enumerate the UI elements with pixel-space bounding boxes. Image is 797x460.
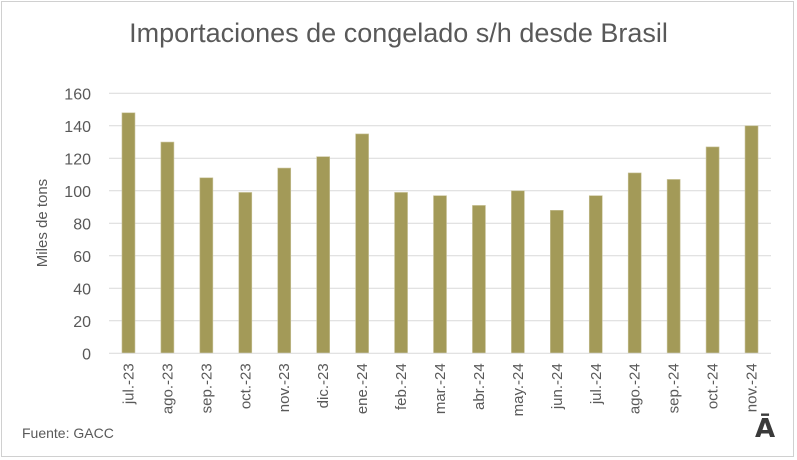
y-tick-label: 60	[73, 249, 91, 266]
bar	[355, 133, 369, 354]
x-tick-label: nov.-24	[744, 363, 761, 412]
y-axis-label: Miles de tons	[34, 179, 51, 267]
y-tick-label: 100	[64, 184, 91, 201]
y-tick-label: 160	[64, 86, 91, 103]
x-tick-label: oct.-24	[705, 363, 722, 409]
bar	[472, 205, 486, 354]
bar	[121, 112, 136, 354]
bar	[160, 141, 175, 354]
x-tick-label: ago.-24	[627, 363, 644, 414]
bar	[627, 172, 642, 354]
x-tick-label: abr.-24	[471, 363, 488, 410]
x-tick-label: dic.-23	[315, 363, 332, 408]
bar	[511, 190, 525, 354]
bar	[705, 146, 720, 354]
bar	[394, 192, 408, 354]
bar	[588, 195, 603, 354]
source-note: Fuente: GACC	[22, 425, 114, 441]
x-tick-label: nov.-23	[276, 363, 293, 412]
x-tick-label: ago.-23	[159, 363, 176, 414]
bar	[666, 179, 681, 354]
y-tick-label: 120	[64, 151, 91, 168]
x-tick-label: jul.-23	[120, 363, 137, 405]
x-tick-label: oct.-23	[237, 363, 254, 409]
bar	[433, 195, 447, 354]
x-tick-label: jul.-24	[588, 363, 605, 405]
brand-logo: Ā	[755, 414, 776, 444]
bar	[316, 156, 330, 354]
chart-title: Importaciones de congelado s/h desde Bra…	[129, 18, 668, 48]
x-tick-label: jun.-24	[549, 363, 566, 410]
bar	[277, 167, 292, 354]
bar	[238, 192, 253, 354]
y-tick-label: 40	[73, 281, 91, 298]
y-tick-label: 140	[64, 119, 91, 136]
bar	[550, 210, 564, 354]
x-tick-label: ene.-24	[354, 363, 371, 414]
x-tick-label: feb.-24	[393, 363, 410, 410]
y-tick-label: 80	[73, 216, 91, 233]
x-tick-label: may.-24	[510, 363, 527, 416]
x-tick-label: sep.-23	[198, 363, 215, 413]
y-tick-label: 20	[73, 314, 91, 331]
y-tick-label: 0	[82, 346, 91, 363]
x-tick-label: mar.-24	[432, 363, 449, 414]
x-tick-label: sep.-24	[666, 363, 683, 413]
bar	[744, 125, 759, 354]
bar	[199, 177, 214, 354]
